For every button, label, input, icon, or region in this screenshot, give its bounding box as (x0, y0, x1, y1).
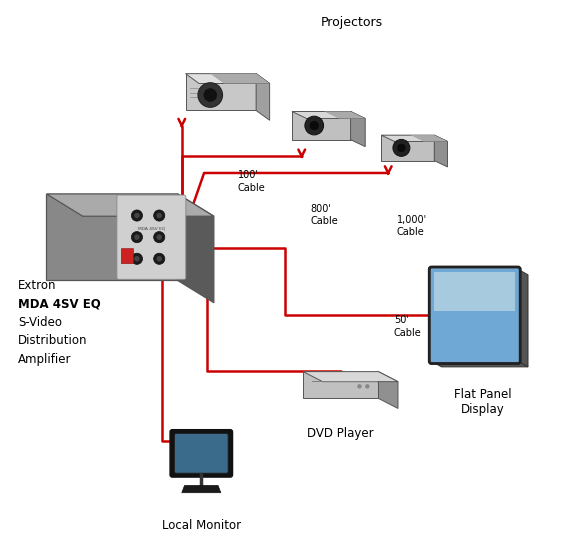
Circle shape (203, 88, 217, 102)
Polygon shape (434, 135, 447, 167)
Text: 50'
Cable: 50' Cable (394, 315, 422, 338)
Text: Flat Panel
Display: Flat Panel Display (454, 388, 512, 416)
FancyBboxPatch shape (117, 195, 186, 280)
Polygon shape (303, 372, 398, 382)
Circle shape (154, 253, 165, 264)
Polygon shape (381, 135, 447, 142)
Circle shape (357, 384, 362, 388)
Text: 1,000'
Cable: 1,000' Cable (397, 215, 427, 237)
Polygon shape (378, 372, 398, 408)
Polygon shape (186, 74, 256, 110)
Text: MDA 4SV EQ: MDA 4SV EQ (18, 297, 101, 310)
Circle shape (305, 116, 324, 135)
Circle shape (154, 210, 165, 221)
Text: 100'
Cable: 100' Cable (238, 170, 265, 193)
Text: Distribution: Distribution (18, 334, 88, 347)
Text: 800'
Cable: 800' Cable (310, 204, 338, 226)
Text: DVD Player: DVD Player (307, 427, 374, 440)
Circle shape (393, 140, 410, 156)
Circle shape (156, 213, 162, 218)
Text: Amplifier: Amplifier (18, 353, 72, 365)
Polygon shape (256, 74, 270, 121)
Text: Extron: Extron (18, 279, 57, 292)
Circle shape (154, 232, 165, 243)
Circle shape (134, 256, 140, 262)
Polygon shape (178, 194, 214, 302)
Polygon shape (518, 270, 528, 367)
Polygon shape (410, 135, 447, 142)
Polygon shape (182, 485, 221, 493)
Polygon shape (210, 74, 270, 84)
Text: Projectors: Projectors (321, 16, 383, 29)
Circle shape (134, 234, 140, 240)
Text: Local Monitor: Local Monitor (162, 519, 241, 532)
Polygon shape (381, 135, 434, 161)
Polygon shape (292, 112, 351, 140)
Circle shape (156, 234, 162, 240)
FancyBboxPatch shape (174, 434, 228, 473)
Circle shape (365, 384, 369, 388)
Text: MDA 4SV EQ: MDA 4SV EQ (138, 227, 165, 230)
Circle shape (156, 256, 162, 262)
Polygon shape (292, 112, 365, 118)
Circle shape (397, 143, 406, 152)
FancyBboxPatch shape (429, 267, 520, 364)
Polygon shape (303, 372, 378, 398)
Circle shape (131, 253, 142, 264)
Polygon shape (324, 112, 365, 118)
Polygon shape (46, 194, 178, 281)
Circle shape (134, 213, 140, 218)
Circle shape (131, 232, 142, 243)
Circle shape (310, 121, 319, 130)
Circle shape (131, 210, 142, 221)
Polygon shape (46, 194, 214, 217)
Polygon shape (431, 362, 528, 367)
Polygon shape (434, 272, 515, 311)
Polygon shape (351, 112, 365, 147)
FancyBboxPatch shape (121, 249, 133, 264)
Circle shape (198, 83, 222, 107)
FancyBboxPatch shape (170, 430, 233, 477)
Polygon shape (186, 74, 270, 84)
Text: S-Video: S-Video (18, 316, 62, 329)
